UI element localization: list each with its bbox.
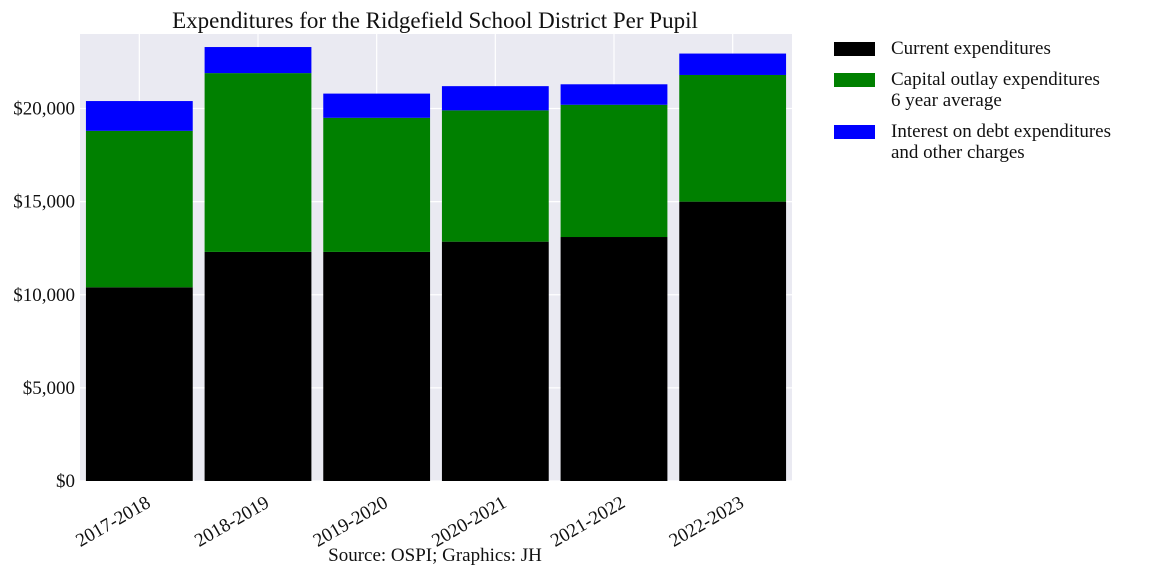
y-tick-label: $20,000: [13, 99, 75, 120]
y-tick-label: $5,000: [23, 378, 75, 399]
x-tick-label: 2021-2022: [547, 492, 629, 551]
x-tick-label: 2017-2018: [72, 492, 154, 551]
y-tick-label: $10,000: [13, 285, 75, 306]
bar-segment-series-2: [679, 53, 787, 75]
bar-segment-series-0: [204, 251, 312, 481]
bar-segment-series-1: [204, 73, 312, 252]
bar-segment-series-1: [441, 110, 549, 242]
bar-segment-series-2: [204, 47, 312, 74]
legend-item: Capital outlay expenditures 6 year avera…: [834, 69, 1144, 111]
bar-segment-series-0: [323, 251, 431, 481]
bar-segment-series-0: [560, 237, 668, 481]
x-tick-label: 2020-2021: [428, 492, 510, 551]
legend-label: Capital outlay expenditures 6 year avera…: [891, 69, 1100, 111]
legend-label: Current expenditures: [891, 38, 1051, 59]
bar-segment-series-2: [560, 84, 668, 105]
x-tick-label: 2022-2023: [666, 492, 748, 551]
bar-segment-series-1: [679, 74, 787, 202]
legend-swatch: [834, 125, 875, 139]
bar-segment-series-0: [441, 241, 549, 481]
y-tick-label: $0: [56, 471, 75, 492]
bar-segment-series-2: [85, 101, 193, 131]
bar-segment-series-2: [323, 93, 431, 118]
bar-segment-series-1: [85, 130, 193, 288]
bar-segment-series-1: [323, 117, 431, 252]
x-tick-label: 2018-2019: [191, 492, 273, 551]
bar-segment-series-2: [441, 86, 549, 111]
legend-swatch: [834, 73, 875, 87]
y-tick-label: $15,000: [13, 192, 75, 213]
bar-segment-series-0: [85, 287, 193, 481]
legend-label: Interest on debt expenditures and other …: [891, 121, 1112, 163]
x-tick-label: 2019-2020: [310, 492, 392, 551]
chart-title: Expenditures for the Ridgefield School D…: [172, 8, 698, 33]
legend-item: Current expenditures: [834, 38, 1144, 59]
bar-segment-series-1: [560, 104, 668, 238]
chart-caption: Source: OSPI; Graphics: JH: [328, 545, 542, 566]
legend-swatch: [834, 42, 875, 56]
legend-item: Interest on debt expenditures and other …: [834, 121, 1144, 163]
chart-legend: Current expenditures Capital outlay expen…: [834, 38, 1144, 173]
bar-segment-series-0: [679, 201, 787, 481]
